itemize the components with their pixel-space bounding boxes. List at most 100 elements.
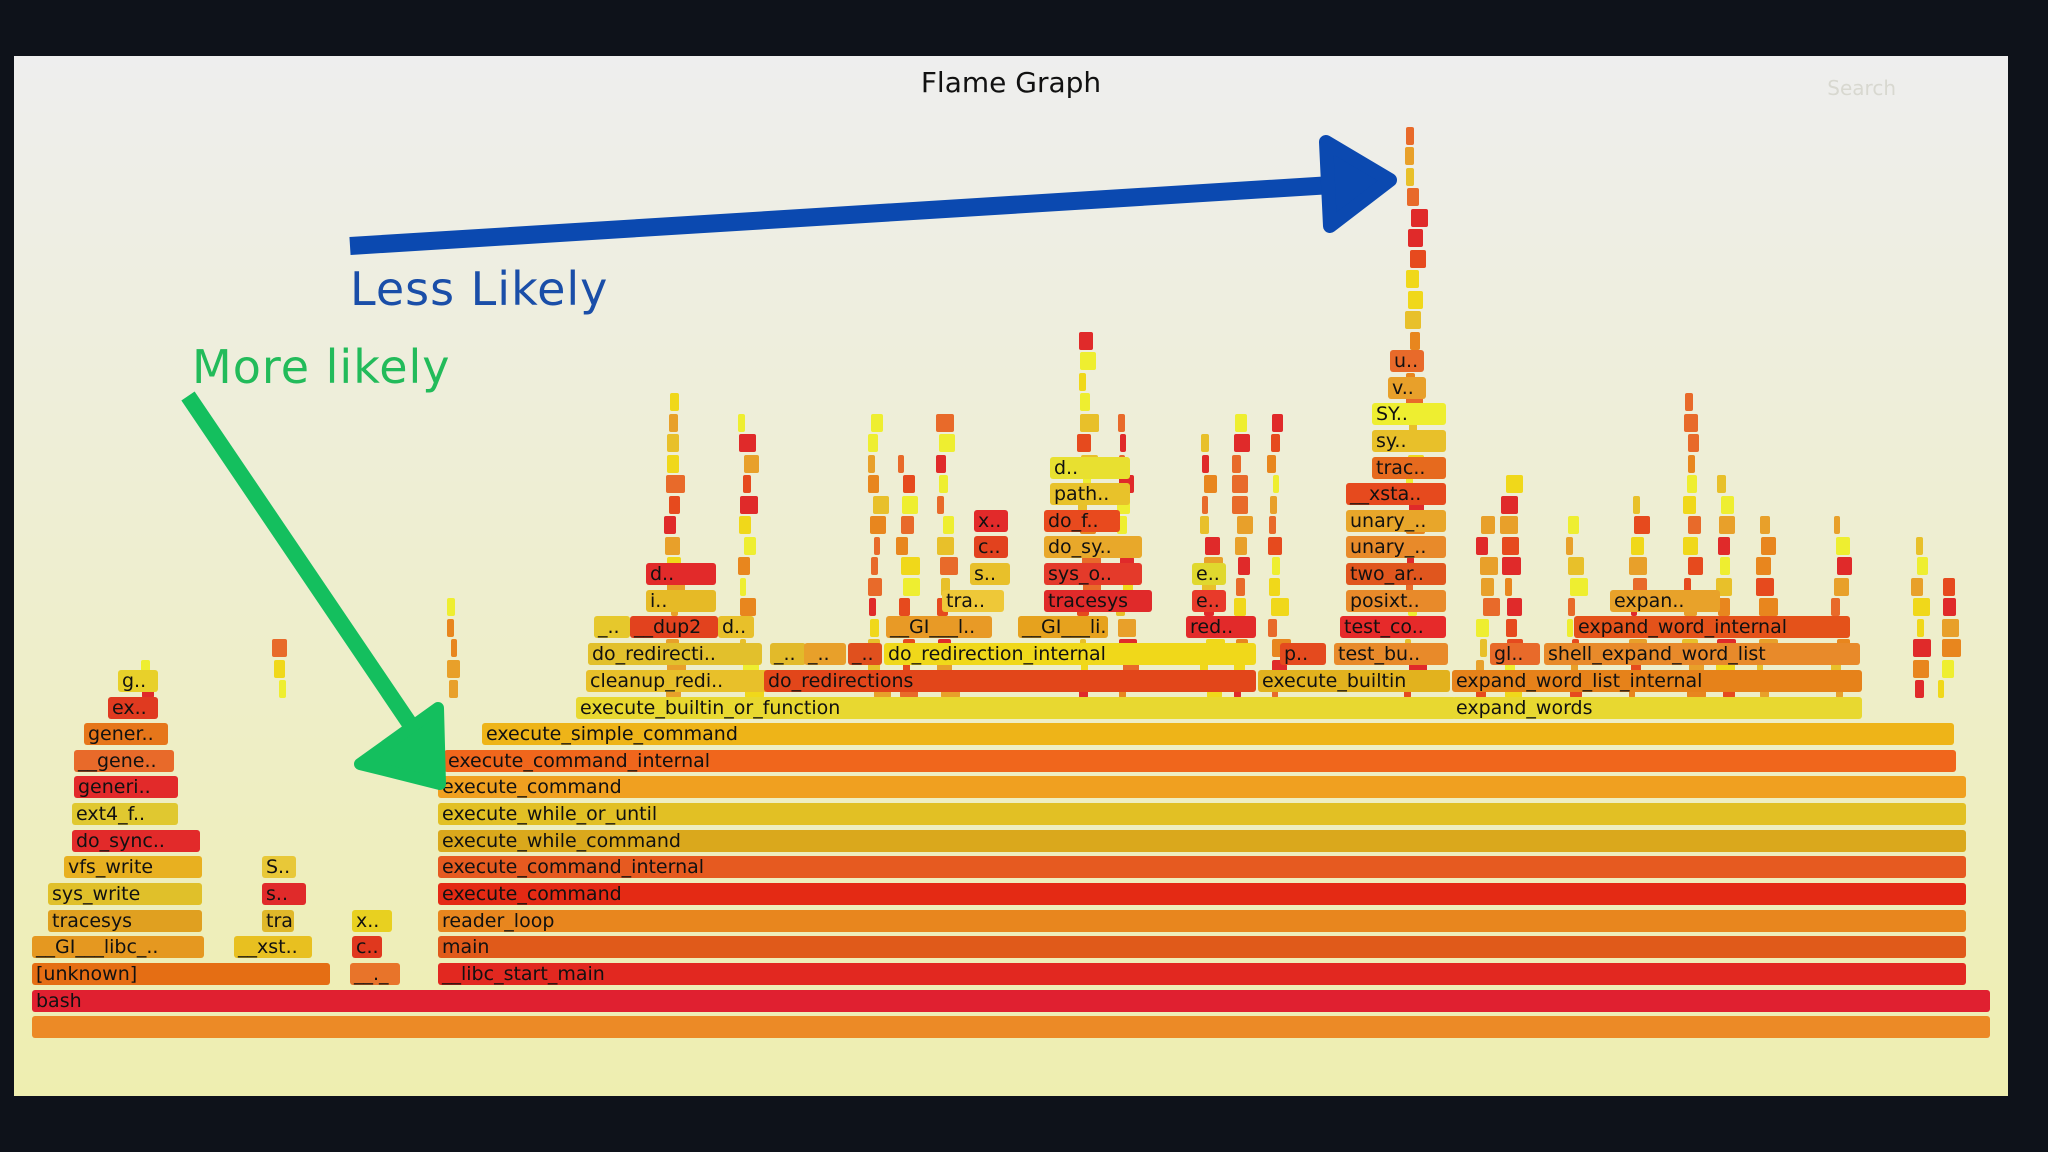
flame-frame[interactable]: bash bbox=[32, 990, 1990, 1012]
small-frame[interactable] bbox=[1913, 659, 1929, 678]
small-frame[interactable] bbox=[1481, 577, 1494, 596]
flame-frame[interactable]: SY.. bbox=[1372, 403, 1446, 425]
small-frame[interactable] bbox=[1759, 598, 1778, 616]
small-frame[interactable] bbox=[871, 413, 883, 432]
small-frame[interactable] bbox=[669, 495, 680, 514]
small-frame[interactable] bbox=[1081, 659, 1088, 678]
flame-frame[interactable]: __dup2 bbox=[630, 616, 718, 638]
small-frame[interactable] bbox=[941, 577, 950, 596]
small-frame[interactable] bbox=[1717, 475, 1726, 493]
small-frame[interactable] bbox=[1500, 516, 1518, 534]
flame-frame[interactable]: do_sy.. bbox=[1044, 536, 1142, 558]
small-frame[interactable] bbox=[1629, 557, 1647, 575]
small-frame[interactable] bbox=[738, 557, 750, 575]
small-frame[interactable] bbox=[1756, 577, 1774, 596]
small-frame[interactable] bbox=[1506, 475, 1523, 493]
flame-frame[interactable]: execute_while_command bbox=[438, 830, 1966, 852]
small-frame[interactable] bbox=[868, 454, 875, 473]
flame-frame[interactable]: execute_command_internal bbox=[438, 856, 1966, 878]
flame-frame[interactable]: cleanup_redi.. bbox=[586, 670, 768, 692]
flame-frame[interactable]: sy.. bbox=[1372, 430, 1446, 452]
small-frame[interactable] bbox=[1234, 434, 1250, 452]
flame-frame[interactable]: ext4_f.. bbox=[72, 803, 178, 825]
flame-frame[interactable]: tracesys bbox=[48, 910, 202, 932]
small-frame[interactable] bbox=[1688, 454, 1695, 473]
small-frame[interactable] bbox=[1685, 393, 1693, 411]
flame-frame[interactable]: two_ar.. bbox=[1346, 563, 1446, 585]
small-frame[interactable] bbox=[1079, 372, 1086, 391]
small-frame[interactable] bbox=[1688, 516, 1701, 534]
flame-frame[interactable]: __._ bbox=[350, 963, 400, 985]
small-frame[interactable] bbox=[1405, 311, 1421, 329]
flame-frame[interactable]: do_redirection_internal bbox=[884, 643, 1256, 665]
small-frame[interactable] bbox=[1080, 413, 1099, 432]
small-frame[interactable] bbox=[1943, 577, 1955, 596]
small-frame[interactable] bbox=[1118, 413, 1125, 432]
small-frame[interactable] bbox=[937, 495, 944, 514]
small-frame[interactable] bbox=[1237, 516, 1253, 534]
small-frame[interactable] bbox=[1566, 536, 1573, 555]
flame-frame[interactable]: d.. bbox=[718, 616, 754, 638]
small-frame[interactable] bbox=[1761, 536, 1776, 555]
flame-frame[interactable]: _.. bbox=[848, 643, 882, 665]
flame-frame[interactable]: sys_write bbox=[48, 883, 202, 905]
small-frame[interactable] bbox=[943, 516, 954, 534]
flame-frame[interactable]: u.. bbox=[1390, 350, 1424, 372]
flame-frame[interactable]: unary_.. bbox=[1346, 536, 1446, 558]
small-frame[interactable] bbox=[903, 659, 910, 678]
small-frame[interactable] bbox=[874, 536, 880, 555]
small-frame[interactable] bbox=[1200, 659, 1208, 678]
small-frame[interactable] bbox=[1684, 413, 1698, 432]
small-frame[interactable] bbox=[1406, 167, 1414, 186]
small-frame[interactable] bbox=[870, 618, 879, 637]
flame-frame[interactable]: expand_word_internal bbox=[1574, 616, 1850, 638]
small-frame[interactable] bbox=[1238, 557, 1250, 575]
small-frame[interactable] bbox=[670, 393, 679, 411]
small-frame[interactable] bbox=[739, 516, 751, 534]
small-frame[interactable] bbox=[1942, 659, 1954, 678]
flame-frame[interactable]: main bbox=[438, 936, 1966, 958]
small-frame[interactable] bbox=[1406, 577, 1413, 596]
small-frame[interactable] bbox=[1684, 577, 1691, 596]
small-frame[interactable] bbox=[1688, 434, 1699, 452]
small-frame[interactable] bbox=[868, 577, 882, 596]
flame-frame[interactable]: s.. bbox=[970, 563, 1010, 585]
small-frame[interactable] bbox=[1687, 475, 1697, 493]
small-frame[interactable] bbox=[1268, 618, 1277, 637]
small-frame[interactable] bbox=[1267, 454, 1276, 473]
flame-frame[interactable]: execute_command bbox=[438, 776, 1966, 798]
small-frame[interactable] bbox=[1080, 352, 1096, 370]
small-frame[interactable] bbox=[1757, 659, 1763, 678]
flame-frame[interactable]: tra.. bbox=[262, 910, 294, 932]
small-frame[interactable] bbox=[903, 475, 915, 493]
small-frame[interactable] bbox=[665, 536, 680, 555]
flame-frame[interactable]: execute_builtin_or_function bbox=[576, 697, 1456, 719]
flame-frame[interactable]: d.. bbox=[1050, 457, 1130, 479]
small-frame[interactable] bbox=[1688, 557, 1703, 575]
flame-frame[interactable]: tracesys bbox=[1044, 590, 1152, 612]
small-frame[interactable] bbox=[1911, 577, 1923, 596]
small-frame[interactable] bbox=[447, 618, 454, 637]
small-frame[interactable] bbox=[1118, 618, 1136, 637]
small-frame[interactable] bbox=[1408, 290, 1423, 309]
small-frame[interactable] bbox=[667, 434, 679, 452]
small-frame[interactable] bbox=[1269, 516, 1276, 534]
small-frame[interactable] bbox=[1234, 659, 1245, 678]
small-frame[interactable] bbox=[1200, 516, 1209, 534]
flame-frame[interactable]: trac.. bbox=[1372, 457, 1446, 479]
small-frame[interactable] bbox=[274, 659, 285, 678]
flame-frame[interactable]: _.. bbox=[594, 616, 630, 638]
small-frame[interactable] bbox=[744, 454, 759, 473]
small-frame[interactable] bbox=[901, 557, 920, 575]
small-frame[interactable] bbox=[1718, 536, 1730, 555]
small-frame[interactable] bbox=[1476, 618, 1489, 637]
small-frame[interactable] bbox=[936, 413, 954, 432]
small-frame[interactable] bbox=[1234, 598, 1246, 616]
small-frame[interactable] bbox=[1916, 536, 1923, 555]
small-frame[interactable] bbox=[1410, 249, 1426, 268]
small-frame[interactable] bbox=[1117, 516, 1127, 534]
small-frame[interactable] bbox=[1202, 454, 1209, 473]
small-frame[interactable] bbox=[870, 516, 886, 534]
small-frame[interactable] bbox=[1480, 557, 1498, 575]
flame-frame[interactable]: s.. bbox=[262, 883, 306, 905]
